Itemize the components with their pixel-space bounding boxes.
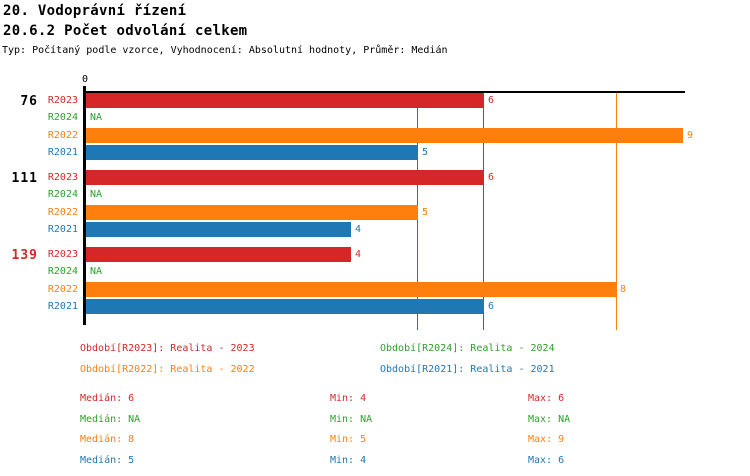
row-label-R2022: R2022	[47, 207, 78, 218]
na-value-label: NA	[90, 189, 103, 200]
stat-median-R2021: Medián: 5	[80, 455, 135, 466]
row-label-R2021: R2021	[47, 147, 78, 158]
stat-min-R2022: Min: 5	[330, 434, 367, 445]
bar-R2023	[86, 170, 484, 185]
bar-R2023	[86, 247, 351, 262]
stat-median-R2022: Medián: 8	[80, 434, 135, 445]
report-meta-line: Typ: Počítaný podle vzorce, Vyhodnocení:…	[2, 45, 448, 56]
na-value-label: NA	[90, 112, 103, 123]
bar-value-label: 9	[687, 130, 694, 141]
stat-median-R2023: Medián: 6	[80, 393, 135, 404]
median-line-R2022	[616, 93, 617, 330]
median-line-R2023	[483, 93, 484, 330]
bar-value-label: 6	[488, 301, 495, 312]
x-axis-line	[83, 91, 685, 93]
row-label-R2021: R2021	[47, 301, 78, 312]
stat-max-R2023: Max: 6	[528, 393, 565, 404]
bar-value-label: 5	[422, 207, 429, 218]
legend-entry-R2023: Období[R2023]: Realita - 2023	[80, 343, 255, 354]
legend-entry-R2022: Období[R2022]: Realita - 2022	[80, 364, 255, 375]
stat-min-R2024: Min: NA	[330, 414, 373, 425]
y-axis-line	[83, 86, 86, 325]
stat-min-R2023: Min: 4	[330, 393, 367, 404]
bar-value-label: 8	[620, 284, 627, 295]
group-label: 139	[11, 248, 38, 263]
row-label-R2021: R2021	[47, 224, 78, 235]
group-label: 111	[11, 171, 38, 186]
row-label-R2024: R2024	[47, 266, 78, 277]
stat-max-R2022: Max: 9	[528, 434, 565, 445]
bar-value-label: 4	[355, 224, 362, 235]
bar-value-label: 6	[488, 95, 495, 106]
row-label-R2024: R2024	[47, 189, 78, 200]
bar-R2022	[86, 128, 683, 143]
row-label-R2022: R2022	[47, 284, 78, 295]
row-label-R2023: R2023	[47, 172, 78, 183]
bar-R2021	[86, 222, 351, 237]
row-label-R2023: R2023	[47, 249, 78, 260]
legend-entry-R2024: Období[R2024]: Realita - 2024	[380, 343, 555, 354]
stat-median-R2024: Medián: NA	[80, 414, 141, 425]
bar-R2021	[86, 299, 484, 314]
bar-R2022	[86, 205, 418, 220]
bar-value-label: 4	[355, 249, 362, 260]
row-label-R2023: R2023	[47, 95, 78, 106]
stat-max-R2024: Max: NA	[528, 414, 571, 425]
group-label: 76	[20, 94, 38, 109]
page-subtitle: 20.6.2 Počet odvolání celkem	[3, 23, 248, 39]
row-label-R2022: R2022	[47, 130, 78, 141]
bar-value-label: 5	[422, 147, 429, 158]
stat-max-R2021: Max: 6	[528, 455, 565, 466]
na-value-label: NA	[90, 266, 103, 277]
bar-R2022	[86, 282, 616, 297]
bar-value-label: 6	[488, 172, 495, 183]
stat-min-R2021: Min: 4	[330, 455, 367, 466]
legend-entry-R2021: Období[R2021]: Realita - 2021	[380, 364, 555, 375]
bar-R2021	[86, 145, 418, 160]
x-axis-tick-zero: 0	[81, 74, 89, 85]
row-label-R2024: R2024	[47, 112, 78, 123]
bar-R2023	[86, 93, 484, 108]
page-title: 20. Vodoprávní řízení	[3, 3, 187, 19]
